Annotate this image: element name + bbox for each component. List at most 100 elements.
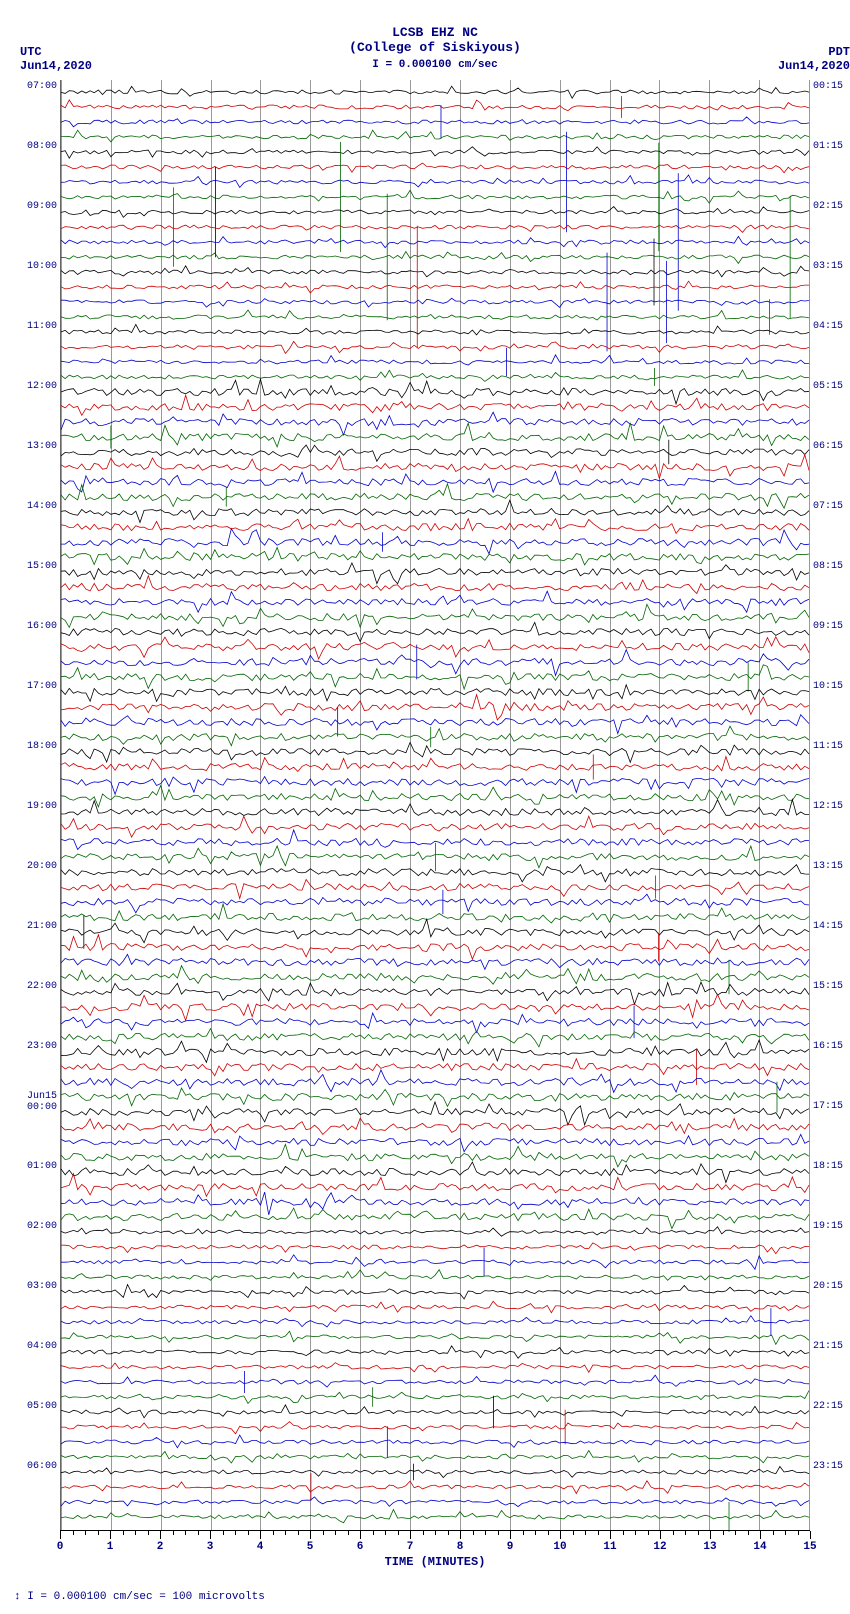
xtick-label: 10: [553, 1541, 566, 1553]
xtick-major: [560, 1531, 561, 1539]
pdt-time-label: 03:15: [809, 261, 843, 272]
pdt-time-label: 08:15: [809, 561, 843, 572]
trace-waveform: [61, 805, 809, 819]
utc-time-label: 19:00: [27, 801, 61, 812]
trace-waveform: [61, 175, 809, 189]
trace-row: [61, 1510, 809, 1524]
trace-waveform: [61, 955, 809, 969]
trace-row: [61, 1495, 809, 1509]
trace-row: [61, 130, 809, 144]
trace-waveform: [61, 160, 809, 174]
trace-row: [61, 1450, 809, 1464]
trace-row: 21:0014:15: [61, 925, 809, 939]
trace-waveform: [61, 1285, 809, 1299]
trace-row: [61, 115, 809, 129]
pdt-time-label: 19:15: [809, 1221, 843, 1232]
utc-time-label: 20:00: [27, 861, 61, 872]
trace-waveform: [61, 1075, 809, 1089]
trace-row: [61, 1420, 809, 1434]
trace-waveform: [61, 1120, 809, 1134]
trace-waveform: [61, 1375, 809, 1389]
xtick-minor: [285, 1531, 286, 1535]
trace-row: 02:0019:15: [61, 1225, 809, 1239]
trace-waveform: [61, 415, 809, 429]
trace-row: [61, 1135, 809, 1149]
xtick-minor: [185, 1531, 186, 1535]
trace-waveform: [61, 1225, 809, 1239]
trace-row: [61, 475, 809, 489]
trace-waveform: [61, 745, 809, 759]
trace-waveform: [61, 1000, 809, 1014]
trace-waveform: [61, 1300, 809, 1314]
xtick-minor: [548, 1531, 549, 1535]
trace-row: [61, 355, 809, 369]
location-label: (College of Siskiyous): [349, 40, 521, 55]
trace-row: [61, 340, 809, 354]
trace-waveform: [61, 625, 809, 639]
xaxis-title: TIME (MINUTES): [385, 1555, 486, 1569]
xtick-minor: [473, 1531, 474, 1535]
xtick-minor: [373, 1531, 374, 1535]
trace-waveform: [61, 235, 809, 249]
utc-time-label: 23:00: [27, 1041, 61, 1052]
trace-row: [61, 835, 809, 849]
xtick-minor: [298, 1531, 299, 1535]
trace-row: [61, 1315, 809, 1329]
trace-waveform: [61, 655, 809, 669]
trace-waveform: [61, 1465, 809, 1479]
xtick-major: [260, 1531, 261, 1539]
trace-waveform: [61, 490, 809, 504]
trace-waveform: [61, 1165, 809, 1179]
trace-waveform: [61, 790, 809, 804]
utc-time-label: 16:00: [27, 621, 61, 632]
xtick-minor: [323, 1531, 324, 1535]
trace-row: 04:0021:15: [61, 1345, 809, 1359]
trace-row: [61, 1330, 809, 1344]
footer-prefix: ↕ I: [14, 1591, 40, 1603]
trace-waveform: [61, 940, 809, 954]
utc-time-label: 21:00: [27, 921, 61, 932]
utc-time-label: 04:00: [27, 1341, 61, 1352]
xtick-label: 15: [803, 1541, 816, 1553]
trace-waveform: [61, 295, 809, 309]
trace-waveform: [61, 640, 809, 654]
footer-scale: ↕ I = 0.000100 cm/sec = 100 microvolts: [10, 1591, 850, 1603]
pdt-time-label: 06:15: [809, 441, 843, 452]
trace-waveform: [61, 280, 809, 294]
trace-row: [61, 1210, 809, 1224]
pdt-time-label: 17:15: [809, 1101, 843, 1112]
utc-time-label: 14:00: [27, 501, 61, 512]
trace-waveform: [61, 865, 809, 879]
trace-waveform: [61, 1315, 809, 1329]
trace-waveform: [61, 895, 809, 909]
trace-row: [61, 910, 809, 924]
xtick-minor: [73, 1531, 74, 1535]
xtick-label: 5: [307, 1541, 314, 1553]
trace-waveform: [61, 115, 809, 129]
trace-row: [61, 100, 809, 114]
left-date: Jun14,2020: [20, 59, 92, 73]
xtick-minor: [448, 1531, 449, 1535]
trace-waveform: [61, 1420, 809, 1434]
utc-time-label: 01:00: [27, 1161, 61, 1172]
trace-waveform: [61, 580, 809, 594]
utc-time-label: 02:00: [27, 1221, 61, 1232]
xtick-minor: [623, 1531, 624, 1535]
trace-row: [61, 1120, 809, 1134]
xtick-label: 0: [57, 1541, 64, 1553]
trace-waveform: [61, 1240, 809, 1254]
xtick-minor: [385, 1531, 386, 1535]
trace-waveform: [61, 1150, 809, 1164]
xtick-minor: [423, 1531, 424, 1535]
trace-row: [61, 1435, 809, 1449]
trace-waveform: [61, 85, 809, 99]
trace-row: 19:0012:15: [61, 805, 809, 819]
seismogram-plot: 07:0000:1508:0001:1509:0002:1510:0003:15…: [60, 80, 810, 1530]
right-date: Jun14,2020: [778, 59, 850, 73]
xtick-major: [810, 1531, 811, 1539]
utc-time-label: 09:00: [27, 201, 61, 212]
xtick-minor: [773, 1531, 774, 1535]
trace-row: [61, 760, 809, 774]
xtick-minor: [648, 1531, 649, 1535]
trace-row: [61, 1255, 809, 1269]
